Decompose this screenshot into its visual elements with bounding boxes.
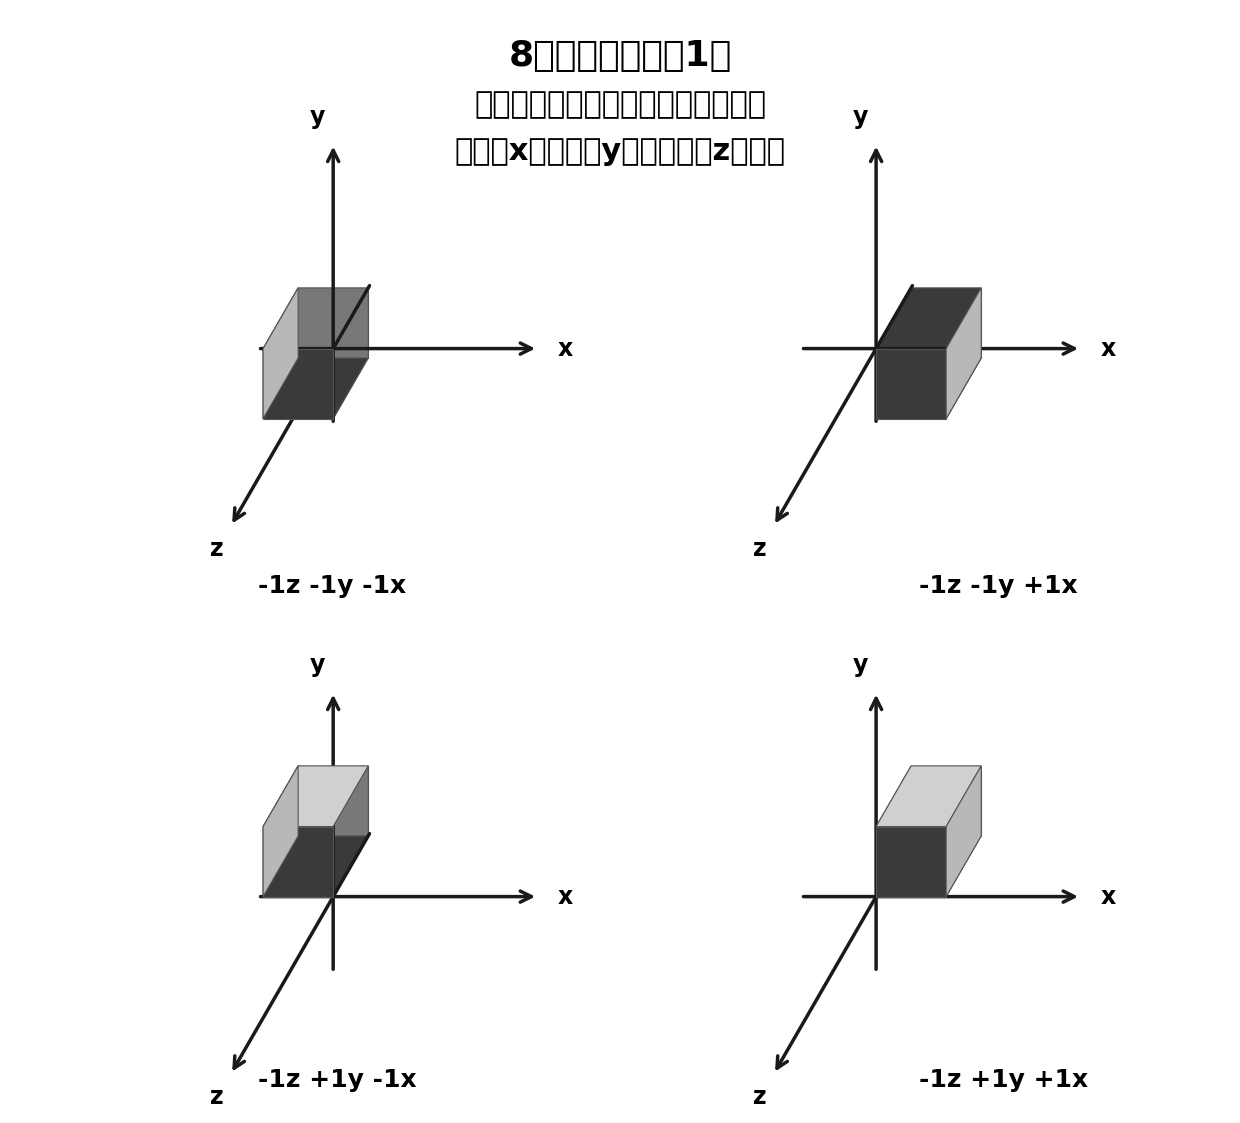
Text: y: y xyxy=(852,652,868,677)
Text: x: x xyxy=(557,337,573,360)
Text: -1z +1y +1x: -1z +1y +1x xyxy=(919,1068,1089,1092)
Text: 8种基本三元组（1）: 8种基本三元组（1） xyxy=(508,39,732,73)
Polygon shape xyxy=(263,766,298,896)
Polygon shape xyxy=(263,766,368,827)
Text: y: y xyxy=(309,104,325,129)
Polygon shape xyxy=(263,287,298,419)
Polygon shape xyxy=(334,287,368,419)
Polygon shape xyxy=(298,287,368,358)
Polygon shape xyxy=(263,287,298,419)
Text: 其中，x是红色，y是绿色，且z是黄色: 其中，x是红色，y是绿色，且z是黄色 xyxy=(455,137,785,166)
Text: x: x xyxy=(557,885,573,909)
Polygon shape xyxy=(263,836,368,896)
Polygon shape xyxy=(263,766,298,896)
Polygon shape xyxy=(877,348,946,419)
Polygon shape xyxy=(877,287,981,348)
Polygon shape xyxy=(877,836,981,896)
Polygon shape xyxy=(877,287,911,419)
Text: z: z xyxy=(754,537,768,562)
Text: -1z -1y +1x: -1z -1y +1x xyxy=(919,574,1078,597)
Text: -1z -1y -1x: -1z -1y -1x xyxy=(258,574,405,597)
Text: x: x xyxy=(1100,337,1116,360)
Text: z: z xyxy=(211,537,224,562)
Text: y: y xyxy=(852,104,868,129)
Text: x: x xyxy=(1100,885,1116,909)
Polygon shape xyxy=(877,827,946,896)
Polygon shape xyxy=(263,287,368,348)
Polygon shape xyxy=(334,766,368,896)
Polygon shape xyxy=(946,287,981,419)
Text: z: z xyxy=(211,1085,224,1110)
Polygon shape xyxy=(911,287,981,358)
Polygon shape xyxy=(877,766,981,827)
Polygon shape xyxy=(911,766,981,836)
Polygon shape xyxy=(946,287,981,419)
Polygon shape xyxy=(263,827,334,896)
Text: 每个数从最高数字到最低数字读取，: 每个数从最高数字到最低数字读取， xyxy=(474,90,766,119)
Polygon shape xyxy=(263,358,368,419)
Text: z: z xyxy=(754,1085,768,1110)
Polygon shape xyxy=(877,358,981,419)
Polygon shape xyxy=(298,766,368,836)
Text: -1z +1y -1x: -1z +1y -1x xyxy=(258,1068,417,1092)
Polygon shape xyxy=(946,766,981,896)
Polygon shape xyxy=(263,348,334,419)
Text: y: y xyxy=(309,652,325,677)
Polygon shape xyxy=(877,766,911,896)
